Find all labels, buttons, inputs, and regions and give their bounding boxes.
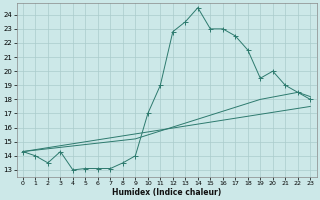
X-axis label: Humidex (Indice chaleur): Humidex (Indice chaleur) xyxy=(112,188,221,197)
